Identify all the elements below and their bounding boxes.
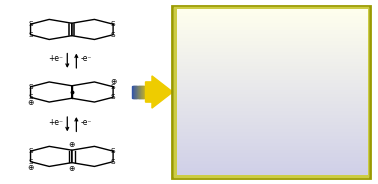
Text: Redox-fluorescent switches: Redox-fluorescent switches <box>177 77 313 86</box>
Text: S: S <box>28 84 33 90</box>
Bar <box>147 86 149 98</box>
Bar <box>141 86 142 98</box>
Bar <box>149 86 150 98</box>
Text: S: S <box>28 21 33 27</box>
Bar <box>138 86 139 98</box>
Text: +e⁻: +e⁻ <box>48 54 64 63</box>
Bar <box>143 86 144 98</box>
Bar <box>142 86 143 98</box>
Bar <box>144 86 145 98</box>
Text: -e⁻: -e⁻ <box>80 54 91 63</box>
Text: ⊕: ⊕ <box>69 164 75 173</box>
Text: ⊕: ⊕ <box>69 140 75 149</box>
Bar <box>140 86 141 98</box>
Bar <box>149 86 150 98</box>
Bar <box>143 86 144 98</box>
Text: S: S <box>111 159 115 165</box>
Bar <box>137 86 138 98</box>
Text: S: S <box>28 94 33 100</box>
Text: Logic gates: Logic gates <box>177 22 234 32</box>
Text: ...: ... <box>177 158 187 168</box>
Text: +e⁻: +e⁻ <box>48 118 64 127</box>
Bar <box>133 86 134 98</box>
Text: ⊕: ⊕ <box>27 163 34 172</box>
Bar <box>146 86 147 98</box>
Bar <box>135 86 136 98</box>
Text: -e⁻: -e⁻ <box>80 118 91 127</box>
Text: Molecular clips and tweezers: Molecular clips and tweezers <box>177 104 321 114</box>
Bar <box>135 86 136 98</box>
Text: S: S <box>28 32 33 38</box>
Text: ⊕: ⊕ <box>27 98 34 107</box>
Text: Redox-controlled gelation processes: Redox-controlled gelation processes <box>177 131 358 141</box>
FancyArrow shape <box>146 76 173 108</box>
Bar <box>145 86 146 98</box>
Bar <box>175 8 367 176</box>
Text: S: S <box>111 148 115 154</box>
Bar <box>141 86 142 98</box>
Text: S: S <box>111 32 115 38</box>
Text: S: S <box>111 94 115 100</box>
Bar <box>172 6 370 178</box>
Bar <box>140 86 141 98</box>
Text: S: S <box>111 21 115 27</box>
Bar <box>137 86 138 98</box>
Text: S: S <box>28 159 33 165</box>
Bar <box>146 86 147 98</box>
Bar <box>133 86 135 98</box>
Text: S: S <box>28 148 33 154</box>
Bar <box>144 86 145 98</box>
Bar <box>136 86 137 98</box>
Text: ⊕: ⊕ <box>110 77 116 86</box>
Bar <box>139 86 140 98</box>
Bar <box>132 86 133 98</box>
Bar <box>138 86 139 98</box>
Text: Molecular Sensors: Molecular Sensors <box>177 49 268 59</box>
Text: S: S <box>111 84 115 90</box>
Bar <box>147 86 148 98</box>
Bar <box>134 86 135 98</box>
Bar <box>148 86 149 98</box>
